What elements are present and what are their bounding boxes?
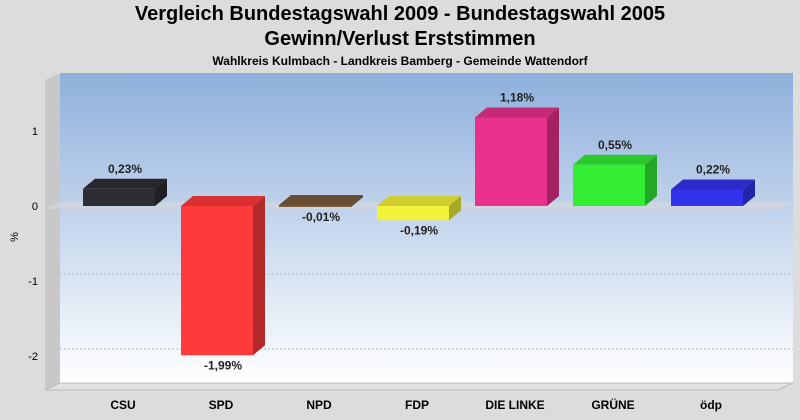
x-tick-label: DIE LINKE <box>485 398 544 412</box>
bar-side <box>253 196 265 356</box>
bar-front <box>377 206 449 221</box>
bar-csu <box>83 178 167 206</box>
bar-side <box>155 178 167 206</box>
x-tick-label: CSU <box>110 398 135 412</box>
bar-top <box>573 154 657 165</box>
data-label: 0,23% <box>108 162 142 176</box>
bar-top <box>181 196 265 206</box>
bar-front <box>181 206 253 356</box>
y-tick-label: 1 <box>32 126 38 138</box>
plot-floor <box>44 382 794 391</box>
bar-front <box>573 164 645 206</box>
bar-top <box>475 107 559 118</box>
bar-die-linke <box>475 107 559 206</box>
bar-side <box>645 154 657 206</box>
data-label: -0,19% <box>400 223 438 237</box>
bar-top <box>671 179 755 190</box>
plot-left-wall <box>45 73 60 390</box>
y-axis-label: % <box>9 232 21 242</box>
bar-front <box>279 205 351 207</box>
bar-grüne <box>573 154 657 206</box>
y-tick-label: -2 <box>28 351 38 363</box>
data-label: -0,01% <box>302 210 340 224</box>
x-tick-label: ödp <box>700 398 722 412</box>
x-tick-label: FDP <box>405 398 429 412</box>
y-tick-label: -1 <box>28 276 38 288</box>
x-tick-label: NPD <box>306 398 332 412</box>
bar-front <box>475 117 547 206</box>
data-label: -1,99% <box>204 358 242 372</box>
bar-npd <box>279 195 363 207</box>
bar-side <box>351 195 363 207</box>
bar-side <box>547 107 559 206</box>
bar-top <box>83 178 167 189</box>
bar-side <box>743 179 755 206</box>
bar-top <box>279 195 363 205</box>
chart-title-line2: Gewinn/Verlust Erststimmen <box>264 28 536 50</box>
y-tick-label: 0 <box>32 201 38 213</box>
bar-top <box>377 196 461 206</box>
data-label: 0,55% <box>598 138 632 152</box>
chart-title: Vergleich Bundestagswahl 2009 - Bundesta… <box>134 3 666 25</box>
bar-side <box>449 196 461 221</box>
bar-front <box>83 188 155 206</box>
data-label: 0,22% <box>696 163 730 177</box>
x-tick-label: SPD <box>209 398 234 412</box>
bar-front <box>671 189 743 206</box>
bar-spd <box>181 196 265 356</box>
bar-ödp <box>671 179 755 206</box>
chart-subtitle: Wahlkreis Kulmbach - Landkreis Bamberg -… <box>212 54 588 68</box>
data-label: 1,18% <box>500 91 534 105</box>
x-tick-label: GRÜNE <box>591 397 634 412</box>
bar-fdp <box>377 196 461 221</box>
